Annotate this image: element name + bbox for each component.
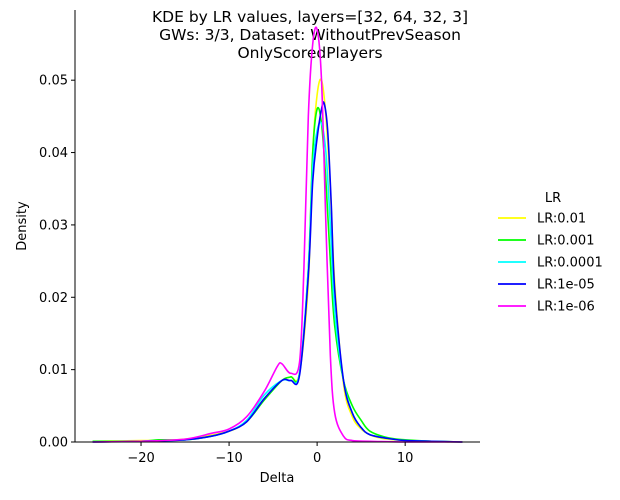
x-tick-label: −10 (215, 451, 242, 466)
legend-label: LR:1e-06 (537, 300, 595, 315)
series-line-1 (92, 78, 463, 443)
legend-label: LR:0.01 (537, 212, 586, 227)
x-tick-label: 0 (313, 451, 321, 466)
series-line-4 (92, 101, 463, 443)
x-tick-label: −20 (127, 451, 154, 466)
y-tick-label: 0.01 (39, 363, 68, 378)
chart-title: KDE by LR values, layers=[32, 64, 32, 3]… (152, 8, 468, 62)
series-lines (92, 26, 463, 443)
ticks: −20 −10 0 10 0.00 0.01 0.02 0.03 0.04 0.05 (39, 74, 413, 466)
series-line-3 (92, 121, 463, 443)
y-tick-label: 0.02 (39, 291, 68, 306)
legend-label: LR:1e-05 (537, 278, 595, 293)
series-line-2 (92, 106, 463, 443)
legend-title: LR (545, 191, 561, 206)
series-line-5 (92, 26, 463, 443)
y-axis-label: Density (15, 201, 30, 251)
legend-label: LR:0.0001 (537, 256, 603, 271)
chart-title-line-1: KDE by LR values, layers=[32, 64, 32, 3] (152, 8, 468, 26)
x-tick-label: 10 (397, 451, 414, 466)
y-tick-label: 0.04 (39, 146, 68, 161)
y-tick-label: 0.00 (39, 436, 68, 451)
chart-title-line-3: OnlyScoredPlayers (237, 44, 382, 62)
legend: LR LR:0.01 LR:0.001 LR:0.0001 LR:1e-05 LR:1e… (498, 191, 603, 315)
y-tick-label: 0.05 (39, 74, 68, 89)
y-tick-label: 0.03 (39, 218, 68, 233)
chart-title-line-2: GWs: 3/3, Dataset: WithoutPrevSeason (159, 26, 461, 44)
legend-label: LR:0.001 (537, 234, 594, 249)
x-axis-label: Delta (260, 471, 295, 486)
axes (74, 10, 480, 443)
